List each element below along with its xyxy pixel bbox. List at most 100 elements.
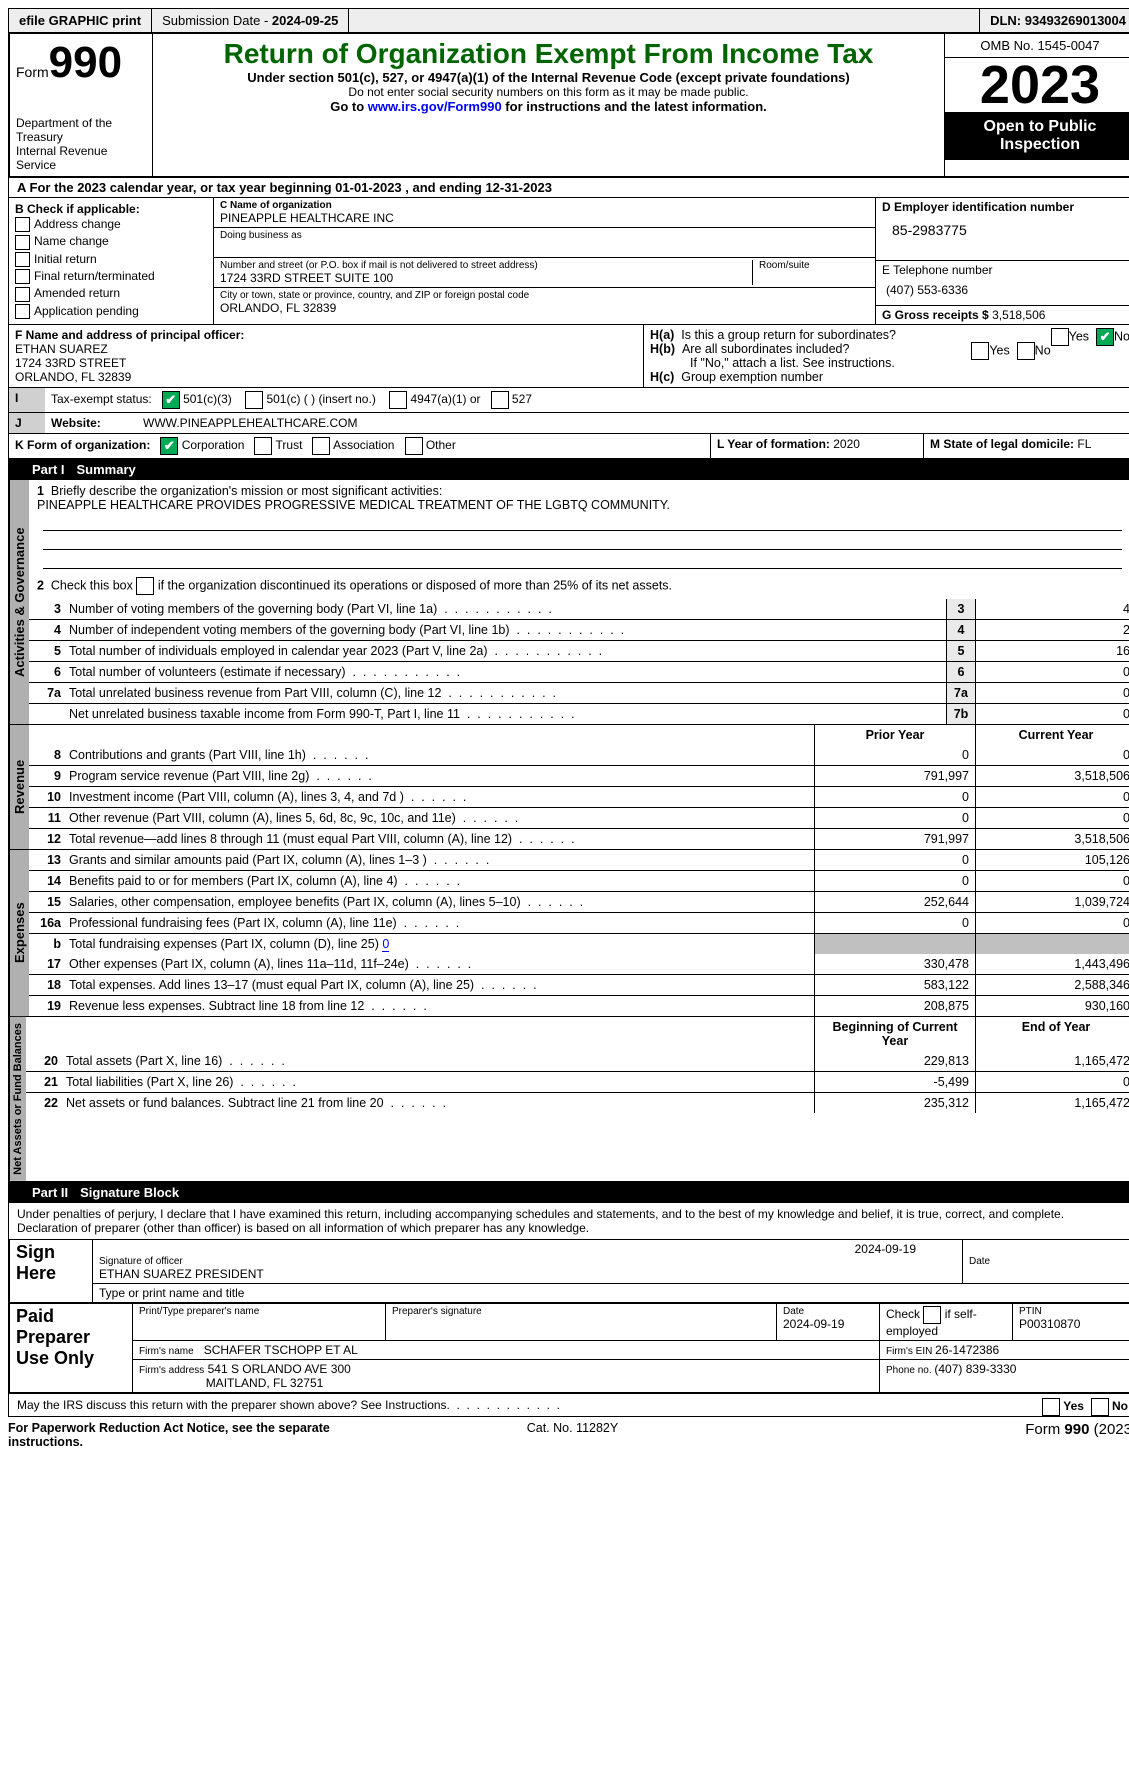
info-grid: B Check if applicable: Address change Na…	[8, 198, 1129, 325]
line-13: 13Grants and similar amounts paid (Part …	[29, 850, 1129, 870]
col-B: B Check if applicable: Address change Na…	[9, 198, 214, 324]
officer-name: ETHAN SUAREZ PRESIDENT	[99, 1267, 264, 1281]
line-16a: 16aProfessional fundraising fees (Part I…	[29, 912, 1129, 933]
footer: For Paperwork Reduction Act Notice, see …	[8, 1417, 1129, 1453]
tab-governance: Activities & Governance	[9, 480, 29, 724]
principal-officer: F Name and address of principal officer:…	[9, 325, 644, 387]
chk-initial-return[interactable]: Initial return	[15, 251, 207, 268]
public-inspection: Open to Public Inspection	[945, 112, 1129, 160]
line-22: 22Net assets or fund balances. Subtract …	[26, 1092, 1129, 1113]
line-21: 21Total liabilities (Part X, line 26)-5,…	[26, 1071, 1129, 1092]
row-I: I Tax-exempt status: 501(c)(3) 501(c) ( …	[8, 388, 1129, 413]
col-H: H(a) Is this a group return for subordin…	[644, 325, 1129, 387]
row-J: J Website: WWW.PINEAPPLEHEALTHCARE.COM	[8, 413, 1129, 434]
website: WWW.PINEAPPLEHEALTHCARE.COM	[137, 413, 1129, 433]
discuss-yes[interactable]	[1042, 1398, 1060, 1416]
discuss-no[interactable]	[1091, 1398, 1109, 1416]
mission: PINEAPPLE HEALTHCARE PROVIDES PROGRESSIV…	[37, 498, 670, 512]
city-state-zip: ORLANDO, FL 32839	[220, 301, 336, 315]
chk-other[interactable]	[405, 437, 423, 455]
chk-trust[interactable]	[254, 437, 272, 455]
declaration: Under penalties of perjury, I declare th…	[9, 1203, 1129, 1239]
line-19: 19Revenue less expenses. Subtract line 1…	[29, 995, 1129, 1016]
chk-501c[interactable]	[245, 391, 263, 409]
street-address: 1724 33RD STREET SUITE 100	[220, 271, 393, 285]
gov-line-7a: 7aTotal unrelated business revenue from …	[29, 682, 1129, 703]
firm-name: SCHAFER TSCHOPP ET AL	[204, 1343, 358, 1357]
city-cell: City or town, state or province, country…	[214, 288, 875, 317]
rev-header: Prior YearCurrent Year	[29, 725, 1129, 745]
sign-here: Sign Here	[10, 1239, 93, 1302]
addr-cell: Number and street (or P.O. box if mail i…	[214, 258, 875, 288]
signature-block: Under penalties of perjury, I declare th…	[8, 1203, 1129, 1417]
Hb-no[interactable]	[1017, 342, 1035, 360]
line-18: 18Total expenses. Add lines 13–17 (must …	[29, 974, 1129, 995]
form-title: Return of Organization Exempt From Incom…	[161, 38, 936, 70]
chk-address-change[interactable]: Address change	[15, 216, 207, 233]
chk-final-return[interactable]: Final return/terminated	[15, 268, 207, 285]
subtitle-1: Under section 501(c), 527, or 4947(a)(1)…	[161, 70, 936, 85]
chk-assoc[interactable]	[312, 437, 330, 455]
line-8: 8Contributions and grants (Part VIII, li…	[29, 745, 1129, 765]
chk-corp[interactable]	[160, 437, 178, 455]
gov-line-6: 6Total number of volunteers (estimate if…	[29, 661, 1129, 682]
form-number: Form990	[16, 38, 146, 88]
line-20: 20Total assets (Part X, line 16)229,8131…	[26, 1051, 1129, 1071]
line-17: 17Other expenses (Part IX, column (A), l…	[29, 954, 1129, 974]
phone: (407) 553-6336	[882, 277, 1129, 303]
gov-line-5: 5Total number of individuals employed in…	[29, 640, 1129, 661]
chk-self-employed[interactable]	[923, 1306, 941, 1324]
line-15: 15Salaries, other compensation, employee…	[29, 891, 1129, 912]
line-12: 12Total revenue—add lines 8 through 11 (…	[29, 828, 1129, 849]
tab-expenses: Expenses	[9, 850, 29, 1016]
Hb-yes[interactable]	[971, 342, 989, 360]
part-I-header: Part ISummary	[8, 459, 1129, 480]
gross-receipts: 3,518,506	[992, 308, 1045, 322]
tab-revenue: Revenue	[9, 725, 29, 849]
discuss-row: May the IRS discuss this return with the…	[9, 1393, 1129, 1416]
line-16b: bTotal fundraising expenses (Part IX, co…	[29, 933, 1129, 954]
subtitle-2: Do not enter social security numbers on …	[161, 85, 936, 99]
topbar: efile GRAPHIC print Submission Date - 20…	[8, 8, 1129, 33]
subtitle-3: Go to www.irs.gov/Form990 for instructio…	[161, 99, 936, 114]
irs-link[interactable]: www.irs.gov/Form990	[368, 99, 502, 114]
ein-cell: D Employer identification number85-29837…	[876, 198, 1129, 261]
phone-cell: E Telephone number(407) 553-6336	[876, 261, 1129, 306]
tab-netassets: Net Assets or Fund Balances	[9, 1017, 26, 1181]
line-11: 11Other revenue (Part VIII, column (A), …	[29, 807, 1129, 828]
section-governance: Activities & Governance 1 Briefly descri…	[8, 480, 1129, 725]
submission-date: Submission Date - 2024-09-25	[152, 9, 349, 32]
section-revenue: Revenue Prior YearCurrent Year 8Contribu…	[8, 725, 1129, 850]
line-14: 14Benefits paid to or for members (Part …	[29, 870, 1129, 891]
dept-treasury: Department of the Treasury Internal Reve…	[16, 116, 146, 172]
chk-527[interactable]	[491, 391, 509, 409]
Ha-yes[interactable]	[1051, 328, 1069, 346]
chk-application-pending[interactable]: Application pending	[15, 303, 207, 320]
gov-line-4: 4Number of independent voting members of…	[29, 619, 1129, 640]
gov-line-3: 3Number of voting members of the governi…	[29, 599, 1129, 619]
gross-receipts-cell: G Gross receipts $ 3,518,506	[876, 306, 1129, 324]
chk-501c3[interactable]	[162, 391, 180, 409]
efile-print-button[interactable]: efile GRAPHIC print	[9, 9, 152, 32]
paid-preparer: Paid Preparer Use Only	[10, 1303, 133, 1392]
line-9: 9Program service revenue (Part VIII, lin…	[29, 765, 1129, 786]
form-header: Form990 Department of the Treasury Inter…	[8, 33, 1129, 178]
chk-amended-return[interactable]: Amended return	[15, 285, 207, 302]
chk-discontinued[interactable]	[136, 577, 154, 595]
section-netassets: Net Assets or Fund Balances Beginning of…	[8, 1017, 1129, 1182]
part-II-header: Part IISignature Block	[8, 1182, 1129, 1203]
org-name: PINEAPPLE HEALTHCARE INC	[220, 211, 394, 225]
chk-name-change[interactable]: Name change	[15, 233, 207, 250]
row-KLM: K Form of organization: Corporation Trus…	[8, 434, 1129, 459]
line-10: 10Investment income (Part VIII, column (…	[29, 786, 1129, 807]
section-expenses: Expenses 13Grants and similar amounts pa…	[8, 850, 1129, 1017]
dba-cell: Doing business as	[214, 228, 875, 258]
line-A: A For the 2023 calendar year, or tax yea…	[8, 178, 1129, 198]
chk-4947[interactable]	[389, 391, 407, 409]
Ha-no[interactable]	[1096, 328, 1114, 346]
tax-year: 2023	[945, 58, 1129, 112]
net-header: Beginning of Current YearEnd of Year	[26, 1017, 1129, 1051]
gov-line-7b: Net unrelated business taxable income fr…	[29, 703, 1129, 724]
ein: 85-2983775	[882, 214, 1129, 246]
B-header: B Check if applicable:	[15, 202, 140, 216]
